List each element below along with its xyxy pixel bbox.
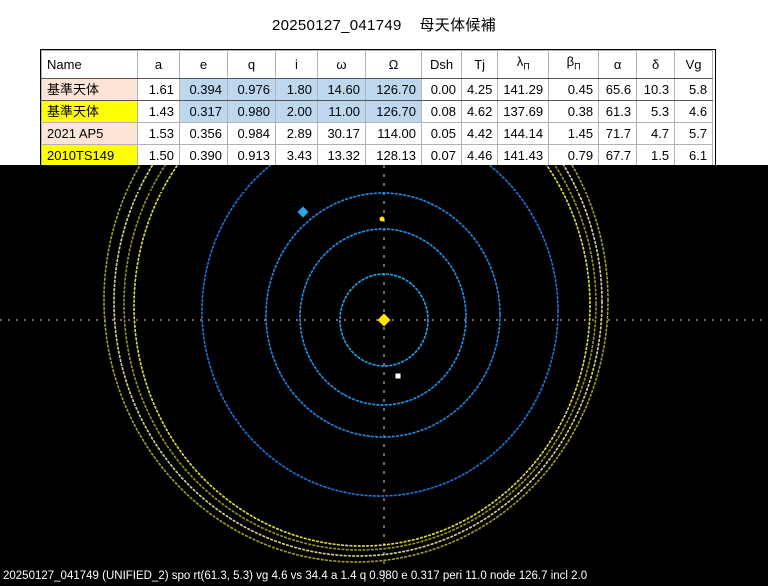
cell-al: 71.7: [598, 121, 638, 145]
cell-a: 1.50: [137, 143, 180, 167]
asteroid-orbit-3: [123, 165, 597, 551]
column-header-a: a: [137, 50, 180, 79]
cell-i: 2.00: [275, 99, 318, 123]
cell-object-name: 基準天体: [41, 77, 138, 101]
planet-marker-venus[interactable]: [395, 373, 401, 379]
cell-object-name: 2010TS149: [41, 143, 138, 167]
column-header-delta: δ: [636, 50, 676, 79]
cell-tj: 4.46: [460, 143, 499, 167]
cell-lam: 144.14: [497, 121, 550, 145]
cell-q: 0.984: [227, 121, 276, 145]
orbit-plot-svg: [0, 165, 768, 586]
meteoroid-orbit: [133, 165, 591, 547]
cell-object-name: 2021 AP5: [41, 121, 138, 145]
cell-w: 11.00: [317, 99, 366, 123]
cell-tj: 4.25: [460, 77, 499, 101]
cell-w: 13.32: [317, 143, 366, 167]
footer-status-text: 20250127_041749 (UNIFIED_2) spo rt(61.3,…: [3, 570, 588, 582]
column-header-lambda-pi: λΠ: [497, 50, 550, 79]
cell-e: 0.394: [179, 77, 228, 101]
cell-al: 67.7: [598, 143, 638, 167]
cell-q: 0.980: [227, 99, 276, 123]
column-header-omega-small: ω: [317, 50, 366, 79]
mercury-orbit: [339, 273, 429, 367]
cell-a: 1.43: [137, 99, 180, 123]
cell-de: 10.3: [636, 77, 676, 101]
table-header-row: Name a e q i ω Ω Dsh Tj λΠ βΠ α δ Vg: [41, 50, 714, 79]
cell-e: 0.390: [179, 143, 228, 167]
column-header-q: q: [227, 50, 276, 79]
cell-e: 0.356: [179, 121, 228, 145]
cell-q: 0.976: [227, 77, 276, 101]
cell-tj: 4.42: [460, 121, 499, 145]
planet-marker-earth[interactable]: [379, 216, 385, 222]
column-header-i: i: [275, 50, 318, 79]
column-header-omega-big: Ω: [365, 50, 422, 79]
cell-tj: 4.62: [460, 99, 499, 123]
cell-i: 3.43: [275, 143, 318, 167]
cell-lam: 137.69: [497, 99, 550, 123]
cell-bet: 0.38: [548, 99, 600, 123]
cell-dsh: 0.08: [421, 99, 462, 123]
mars-orbit: [201, 165, 559, 497]
page-title: 20250127_041749 母天体候補: [271, 17, 496, 34]
asteroid-orbit-1: [103, 165, 609, 563]
cell-vg: 6.1: [674, 143, 714, 167]
sun-marker[interactable]: [377, 313, 391, 327]
cell-bet: 0.79: [548, 143, 600, 167]
cell-bet: 1.45: [548, 121, 600, 145]
cell-lam: 141.43: [497, 143, 550, 167]
table-row[interactable]: 基準天体 1.61 0.394 0.976 1.80 14.60 126.70 0.00 4.2…: [41, 77, 714, 101]
cell-vg: 5.8: [674, 77, 714, 101]
venus-orbit: [299, 228, 467, 406]
table-row[interactable]: 2010TS149 1.50 0.390 0.913 3.43 13.32 128.13 0.…: [41, 143, 714, 167]
cell-om: 126.70: [365, 99, 422, 123]
cell-de: 1.5: [636, 143, 676, 167]
cell-vg: 4.6: [674, 99, 714, 123]
table-row[interactable]: 基準天体 1.43 0.317 0.980 2.00 11.00 126.70 0.08 4.6…: [41, 99, 714, 123]
cell-lam: 141.29: [497, 77, 550, 101]
orbit-diagram: 20250127_041749 (UNIFIED_2) spo rt(61.3,…: [0, 165, 768, 586]
cell-om: 126.70: [365, 77, 422, 101]
cell-w: 30.17: [317, 121, 366, 145]
cell-i: 1.80: [275, 77, 318, 101]
column-header-vg: Vg: [674, 50, 714, 79]
cell-de: 5.3: [636, 99, 676, 123]
cell-al: 65.6: [598, 77, 638, 101]
cell-object-name: 基準天体: [41, 99, 138, 123]
column-header-tj: Tj: [460, 50, 499, 79]
column-header-name: Name: [41, 50, 138, 79]
cell-w: 14.60: [317, 77, 366, 101]
cell-vg: 5.7: [674, 121, 714, 145]
column-header-dsh: Dsh: [421, 50, 462, 79]
cell-dsh: 0.07: [421, 143, 462, 167]
table-row[interactable]: 2021 AP5 1.53 0.356 0.984 2.89 30.17 114.00 0.0…: [41, 121, 714, 145]
asteroid-orbit-2: [113, 165, 603, 557]
cell-de: 4.7: [636, 121, 676, 145]
cell-dsh: 0.05: [421, 121, 462, 145]
cell-a: 1.61: [137, 77, 180, 101]
cell-om: 128.13: [365, 143, 422, 167]
cell-al: 61.3: [598, 99, 638, 123]
cell-i: 2.89: [275, 121, 318, 145]
cell-a: 1.53: [137, 121, 180, 145]
cell-e: 0.317: [179, 99, 228, 123]
column-header-beta-pi: βΠ: [548, 50, 600, 79]
cell-q: 0.913: [227, 143, 276, 167]
earth-orbit: [265, 192, 501, 438]
column-header-e: e: [179, 50, 228, 79]
cell-dsh: 0.00: [421, 77, 462, 101]
highlighted-object-marker[interactable]: [297, 206, 309, 218]
cell-om: 114.00: [365, 121, 422, 145]
cell-bet: 0.45: [548, 77, 600, 101]
column-header-alpha: α: [598, 50, 638, 79]
